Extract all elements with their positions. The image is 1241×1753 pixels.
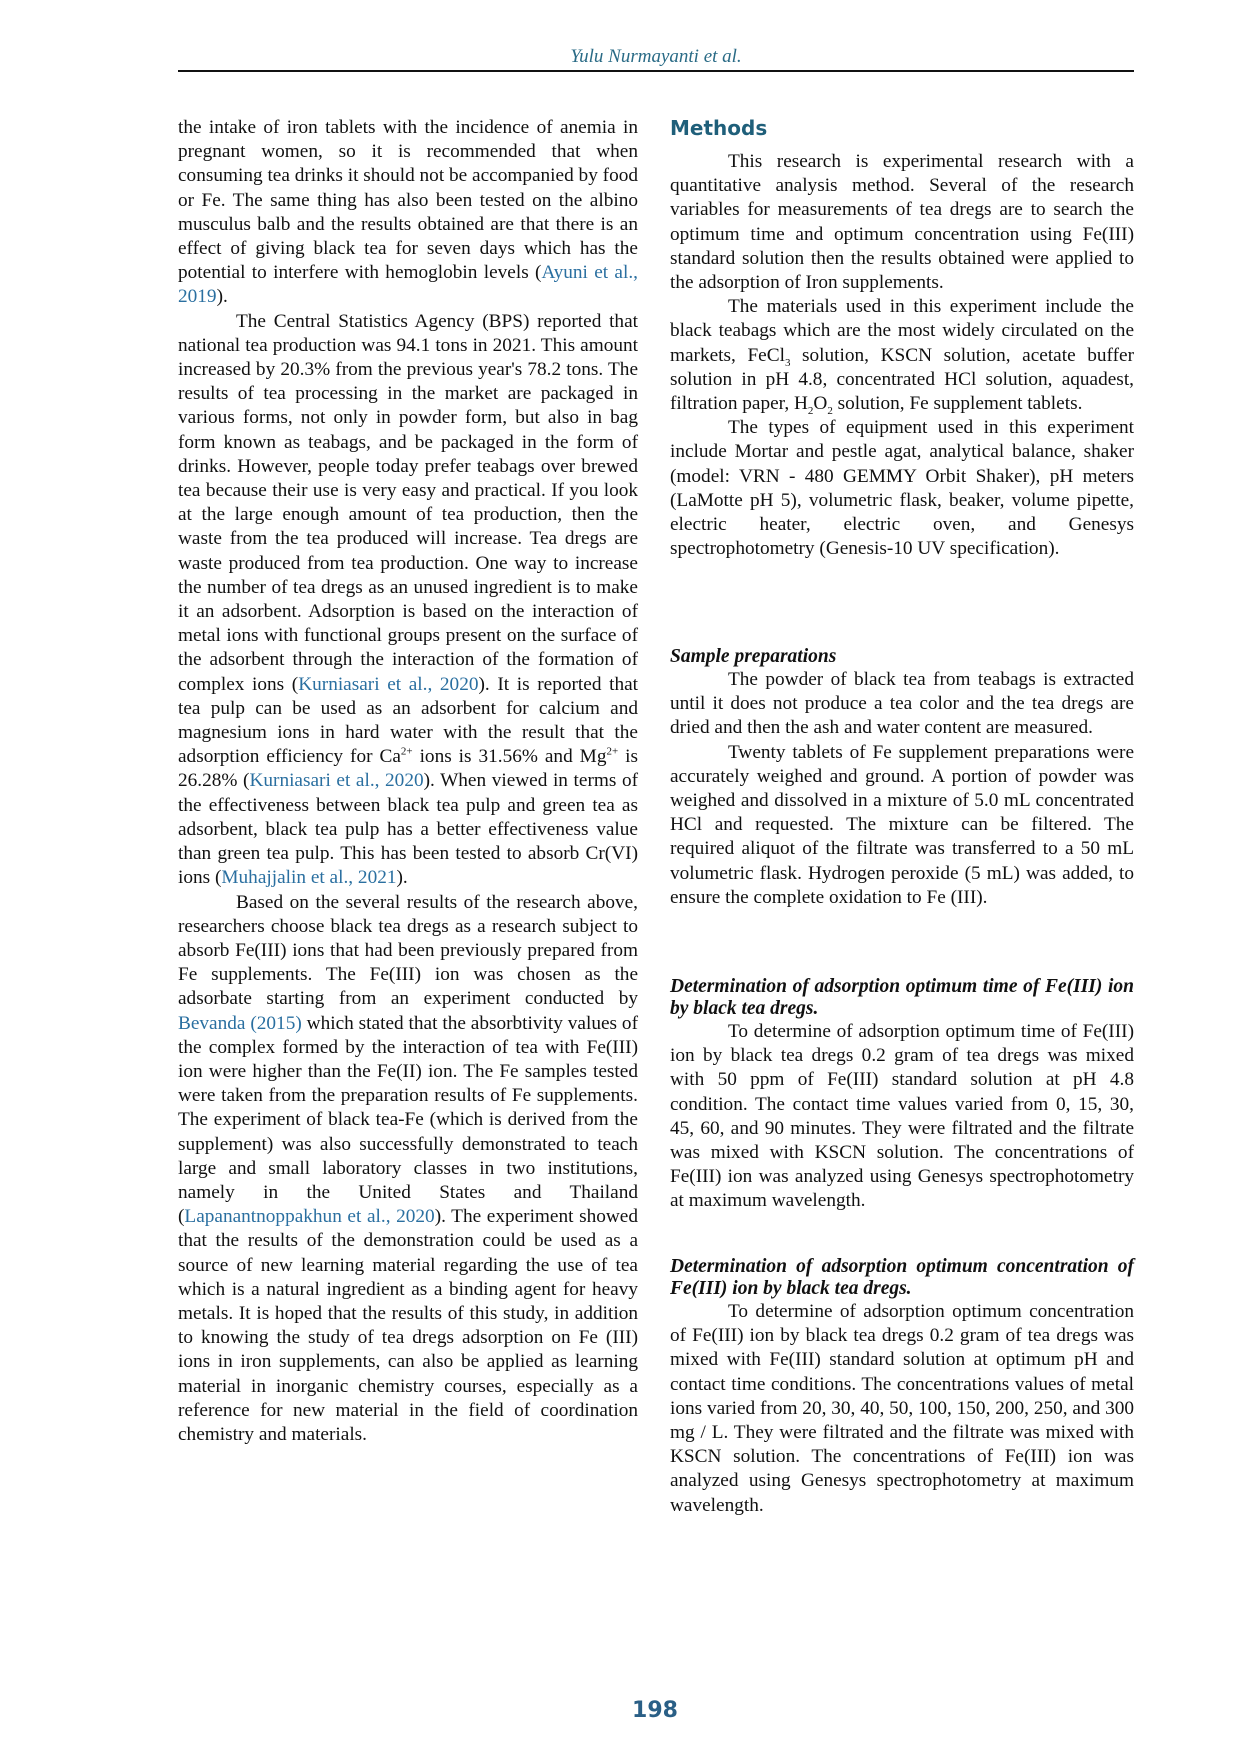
- section-heading: Methods: [670, 116, 768, 140]
- text-run: The powder of black tea from teabags is …: [670, 669, 1134, 739]
- paragraph: The materials used in this experiment in…: [670, 295, 1134, 416]
- subscript: 2: [827, 404, 833, 417]
- text-run: solution, Fe supplement tablets.: [832, 393, 1083, 415]
- text-run: ). It is reported that tea pulp can be u…: [178, 673, 638, 768]
- paragraph: Based on the several results of the rese…: [178, 891, 638, 1448]
- text-run: Twenty tablets of Fe supplement preparat…: [670, 741, 1134, 908]
- text-run: The Central Statistics Agency (BPS) repo…: [178, 310, 638, 695]
- paragraph: To determine of adsorption optimum conce…: [670, 1300, 1134, 1518]
- text-run: solution, KSCN solution, acetate buffer …: [670, 344, 1134, 415]
- subscript: 2: [807, 404, 814, 417]
- text-run: the intake of iron tablets with the inci…: [178, 117, 638, 284]
- text-run: This research is experimental research w…: [670, 151, 1134, 294]
- paragraph: To determine of adsorption optimum time …: [670, 1020, 1134, 1214]
- text-run: O: [813, 393, 828, 415]
- paragraph: The Central Statistics Agency (BPS) repo…: [178, 310, 638, 891]
- subsection-heading: Sample preparations: [670, 646, 837, 667]
- subsection-heading: Determination of adsorption optimum time…: [670, 976, 1134, 1019]
- text-run: ).: [396, 867, 408, 889]
- citation-link[interactable]: Kurniasari et al., 2020: [249, 770, 424, 792]
- text-run: The materials used in this experiment in…: [670, 296, 1134, 366]
- text-run: To determine of adsorption optimum conce…: [670, 1301, 1134, 1516]
- paragraph: The types of equipment used in this expe…: [670, 416, 1134, 561]
- superscript: 2+: [606, 745, 619, 758]
- paragraph: Twenty tablets of Fe supplement preparat…: [670, 741, 1134, 910]
- text-run: ). The experiment showed that the result…: [178, 1206, 638, 1445]
- section-sample-preparations: Sample preparations The powder of black t…: [670, 646, 1134, 910]
- section-methods: Methods This research is experimental res…: [670, 116, 1134, 561]
- section-optimum-time: Determination of adsorption optimum time…: [670, 976, 1134, 1214]
- citation-link[interactable]: Kurniasari et al., 2020: [298, 673, 479, 695]
- text-run: is 26.28% (: [178, 746, 639, 792]
- citation-link[interactable]: Ayuni et al., 2019: [178, 262, 638, 308]
- left-column: the intake of iron tablets with the inci…: [178, 116, 638, 1447]
- header-divider: [178, 70, 1134, 72]
- text-run: ). When viewed in terms of the effective…: [178, 770, 639, 889]
- text-run: The types of equipment used in this expe…: [670, 417, 1134, 560]
- paragraph: The powder of black tea from teabags is …: [670, 668, 1134, 741]
- text-run: ).: [216, 286, 228, 308]
- citation-link[interactable]: Lapanantnoppakhun et al., 2020: [184, 1206, 435, 1228]
- running-header: Yulu Nurmayanti et al.: [570, 46, 742, 67]
- citation-link[interactable]: Muhajjalin et al., 2021: [221, 867, 397, 889]
- citation-link[interactable]: Bevanda (2015): [178, 1012, 302, 1034]
- superscript: 2+: [400, 745, 413, 758]
- section-optimum-concentration: Determination of adsorption optimum conc…: [670, 1256, 1134, 1518]
- subscript: 3: [784, 356, 791, 369]
- text-run: To determine of adsorption optimum time …: [670, 1021, 1134, 1212]
- subsection-heading: Determination of adsorption optimum conc…: [670, 1256, 1134, 1299]
- paragraph: the intake of iron tablets with the inci…: [178, 116, 638, 310]
- page-number: 198: [632, 1698, 678, 1723]
- paragraph: This research is experimental research w…: [670, 150, 1134, 295]
- text-run: which stated that the absorbtivity value…: [178, 1012, 638, 1228]
- text-run: Based on the several results of the rese…: [178, 891, 638, 1010]
- text-run: ions is 31.56% and Mg: [412, 746, 607, 768]
